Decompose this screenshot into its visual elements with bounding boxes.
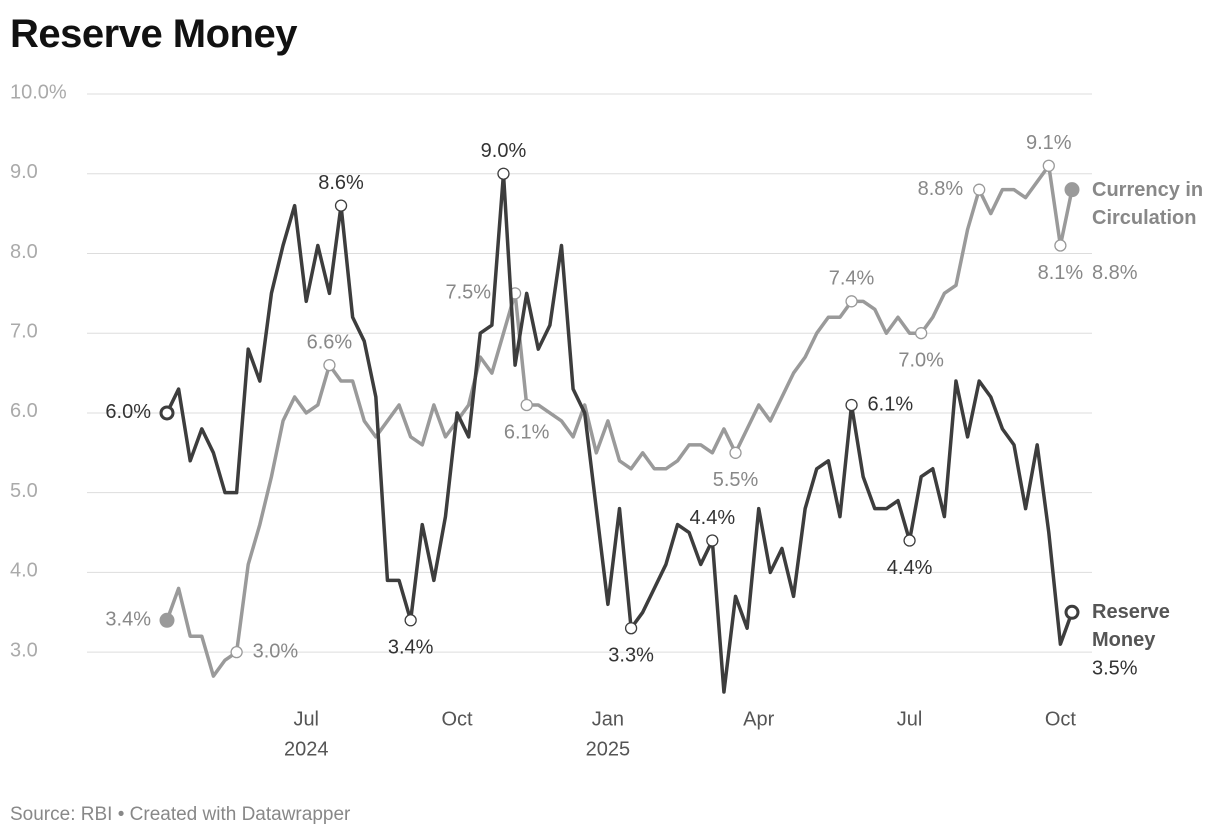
y-tick-label: 8.0	[10, 241, 38, 263]
end-marker	[159, 405, 175, 421]
y-tick-label: 3.0	[10, 639, 38, 661]
point-marker	[334, 199, 348, 212]
data-label: 6.6%	[307, 331, 353, 353]
point-marker	[706, 534, 719, 547]
x-tick-label: Oct	[1045, 708, 1077, 730]
end-marker	[159, 612, 175, 628]
x-tick-label: Jul	[293, 708, 319, 730]
series-line	[165, 164, 1074, 678]
data-label: 8.1%	[1038, 262, 1084, 284]
y-tick-label: 10.0%	[10, 81, 67, 103]
data-label: 8.6%	[318, 172, 364, 194]
data-label: 9.0%	[481, 140, 527, 162]
data-label: 6.1%	[868, 393, 914, 415]
series-label: Currency in Circulation	[1092, 178, 1204, 229]
data-label: 7.4%	[829, 268, 875, 290]
point-marker	[903, 534, 916, 547]
point-marker	[1054, 239, 1067, 252]
chart: 3.0 4.0 5.0 6.0 7.0 8.0 9.0 10.0% Jul 2024 Oct Jan 2…	[10, 81, 1138, 760]
x-tick-label: Jan	[592, 708, 624, 730]
series-label: Reserve Money	[1092, 601, 1170, 652]
y-tick-label: 5.0	[10, 480, 38, 502]
end-marker	[1064, 604, 1080, 620]
point-marker	[404, 614, 417, 627]
point-marker	[323, 358, 336, 372]
end-marker	[1064, 182, 1080, 198]
point-marker	[845, 295, 858, 308]
x-year-label: 2025	[586, 738, 631, 760]
x-tick-label: Jul	[897, 708, 923, 730]
data-label: 3.5%	[1092, 658, 1138, 680]
y-tick-label: 6.0	[10, 400, 38, 422]
data-label: 3.0%	[253, 640, 299, 662]
y-tick-label: 7.0	[10, 320, 38, 342]
point-marker	[1042, 159, 1055, 172]
series-line	[165, 171, 1074, 694]
point-marker	[624, 622, 638, 635]
data-label: 8.8%	[1092, 262, 1138, 284]
data-label: 3.4%	[105, 609, 151, 631]
x-tick-label: Apr	[743, 708, 774, 730]
data-label: 7.0%	[898, 349, 944, 371]
data-label: 9.1%	[1026, 132, 1072, 154]
data-label: 6.0%	[105, 401, 151, 423]
point-marker	[915, 327, 928, 340]
x-tick-label: Oct	[442, 708, 474, 730]
data-label: 7.5%	[445, 282, 491, 304]
point-marker	[497, 167, 510, 180]
data-label: 3.4%	[388, 637, 434, 659]
data-label: 6.1%	[504, 421, 550, 443]
y-tick-label: 4.0	[10, 560, 38, 582]
data-label: 4.4%	[887, 557, 933, 579]
point-marker	[973, 183, 986, 196]
data-label: 3.3%	[608, 645, 654, 667]
point-marker	[845, 398, 858, 412]
point-marker	[230, 646, 243, 659]
data-label: 8.8%	[918, 178, 964, 200]
source-note: Source: RBI • Created with Datawrapper	[10, 804, 351, 825]
chart-title: Reserve Money	[10, 12, 297, 56]
data-label: 5.5%	[713, 469, 759, 491]
y-tick-label: 9.0	[10, 161, 38, 183]
x-year-label: 2024	[284, 738, 329, 760]
data-label: 4.4%	[690, 507, 736, 529]
point-marker	[729, 446, 742, 459]
point-marker	[520, 398, 533, 412]
